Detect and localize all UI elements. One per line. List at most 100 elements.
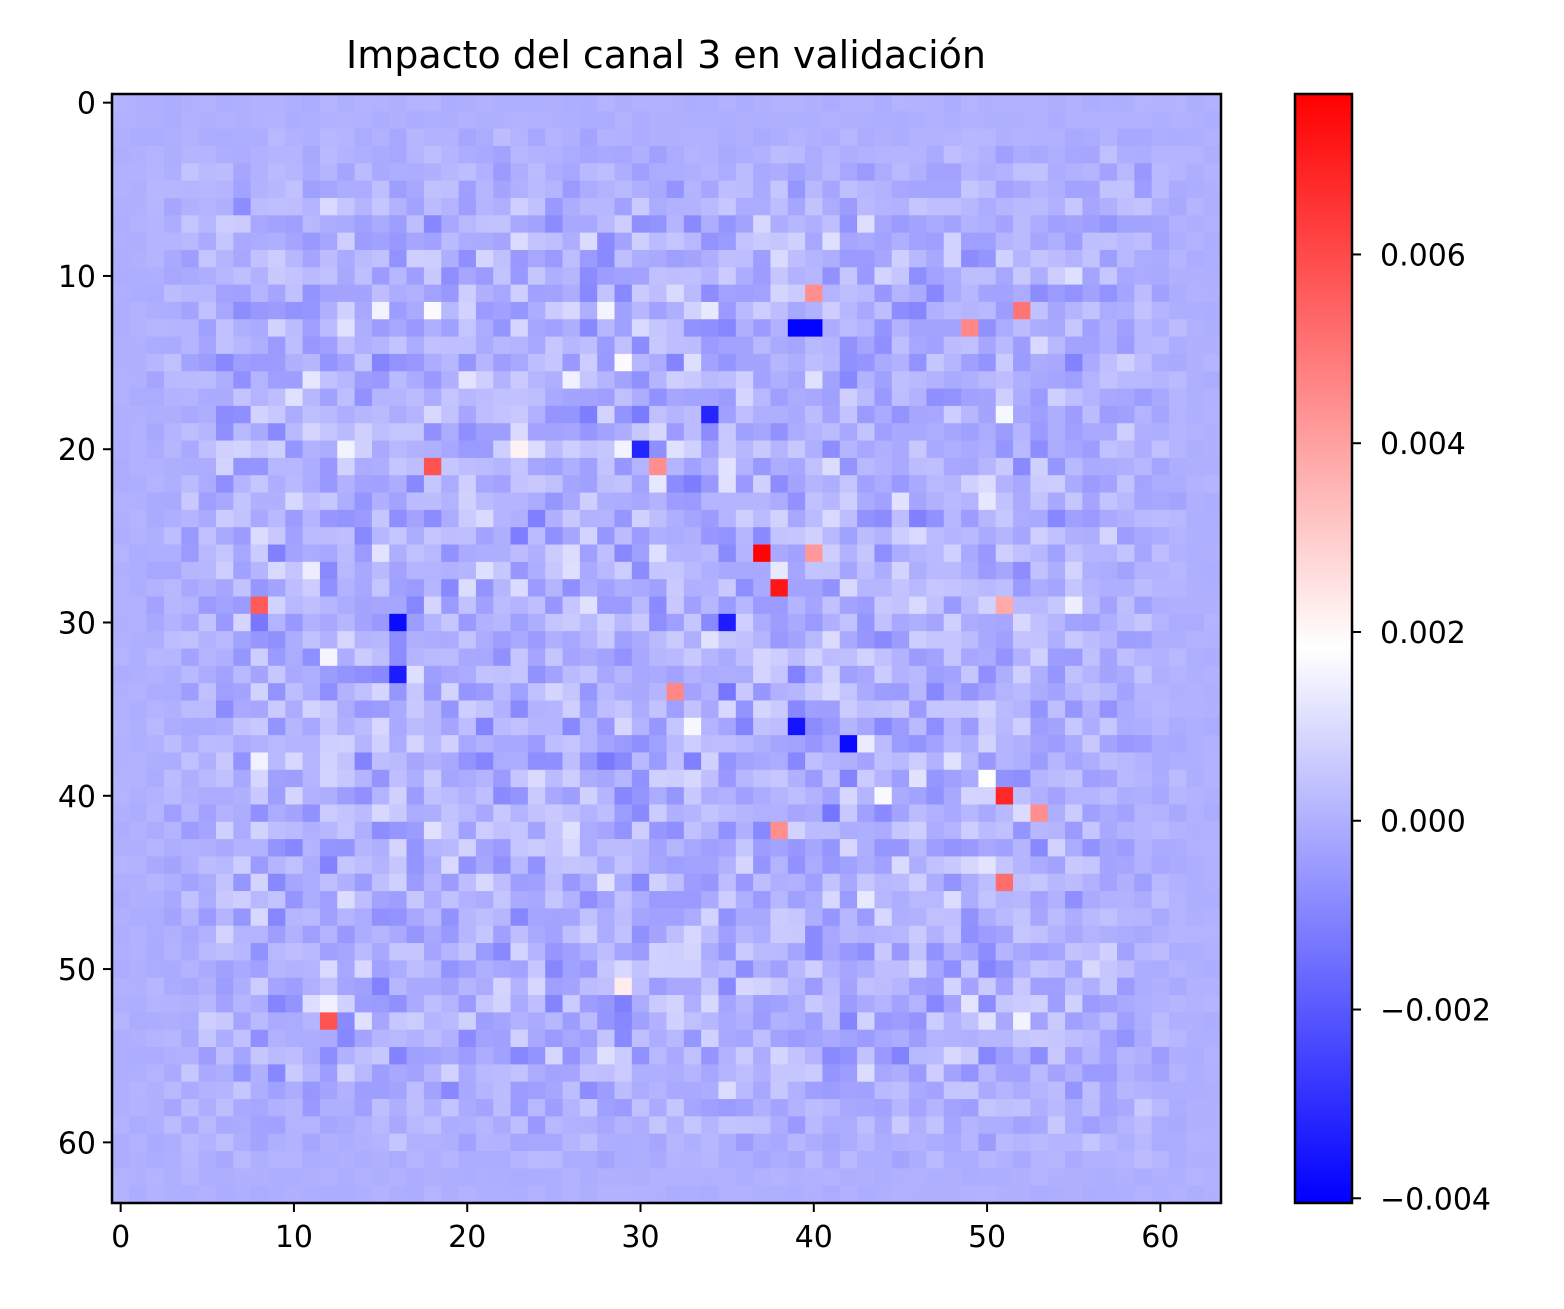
heatmap-cell xyxy=(822,163,841,182)
heatmap-cell xyxy=(198,1133,217,1152)
heatmap-cell xyxy=(527,648,546,667)
heatmap-cell xyxy=(527,197,546,216)
heatmap-cell xyxy=(926,405,945,424)
heatmap-cell xyxy=(319,215,338,234)
heatmap-cell xyxy=(597,405,616,424)
heatmap-cell xyxy=(753,1116,772,1135)
heatmap-cell xyxy=(978,1133,997,1152)
colorbar-tick-label: −0.002 xyxy=(1380,994,1491,1029)
heatmap-cell xyxy=(683,1047,702,1065)
heatmap-cell xyxy=(233,1081,252,1100)
heatmap-cell xyxy=(735,440,754,459)
heatmap-cell xyxy=(891,1185,910,1204)
heatmap-cell xyxy=(1065,509,1083,528)
heatmap-cell xyxy=(1013,717,1031,736)
heatmap-cell xyxy=(1047,579,1066,598)
heatmap-cell xyxy=(614,769,633,788)
heatmap-cell xyxy=(735,423,754,442)
heatmap-cell xyxy=(1151,388,1170,407)
heatmap-cell xyxy=(1151,249,1170,268)
heatmap-cell xyxy=(891,111,910,130)
heatmap-cell xyxy=(805,423,824,442)
heatmap-cell xyxy=(978,700,997,719)
heatmap-cell xyxy=(163,544,182,563)
heatmap-cell xyxy=(146,1081,165,1100)
heatmap-cell xyxy=(614,440,633,459)
heatmap-cell xyxy=(1065,544,1083,563)
heatmap-cell xyxy=(510,700,529,719)
heatmap-cell xyxy=(666,717,685,736)
heatmap-cell xyxy=(129,908,148,927)
heatmap-cell xyxy=(198,943,217,962)
heatmap-cell xyxy=(926,232,945,251)
heatmap-cell xyxy=(1030,145,1049,164)
heatmap-cell xyxy=(1082,579,1101,598)
heatmap-cell xyxy=(112,336,130,355)
heatmap-cell xyxy=(215,111,234,130)
heatmap-cell xyxy=(389,319,408,338)
heatmap-cell xyxy=(943,1047,962,1065)
heatmap-cell xyxy=(493,249,512,268)
heatmap-cell xyxy=(666,943,685,962)
heatmap-cell xyxy=(181,232,200,251)
heatmap-cell xyxy=(1030,163,1049,182)
heatmap-cell xyxy=(319,336,338,355)
heatmap-cell xyxy=(285,596,304,615)
heatmap-cell xyxy=(926,1185,945,1204)
heatmap-cell xyxy=(181,856,200,875)
heatmap-cell xyxy=(337,232,356,251)
heatmap-cell xyxy=(112,527,130,546)
heatmap-cell xyxy=(839,475,858,494)
heatmap-cell xyxy=(978,527,997,546)
heatmap-cell xyxy=(631,232,650,251)
heatmap-cell xyxy=(926,1168,945,1187)
heatmap-cell xyxy=(1151,613,1170,632)
heatmap-cell xyxy=(441,821,460,840)
heatmap-cell xyxy=(112,353,130,372)
heatmap-cell xyxy=(354,1047,373,1065)
heatmap-cell xyxy=(527,1151,546,1169)
heatmap-cell xyxy=(302,596,321,615)
heatmap-cell xyxy=(874,475,893,494)
heatmap-cell xyxy=(857,180,876,199)
heatmap-cell xyxy=(545,683,564,702)
heatmap-cell xyxy=(787,613,806,632)
heatmap-cell xyxy=(267,977,286,996)
heatmap-cell xyxy=(441,457,460,476)
heatmap-cell xyxy=(926,579,945,598)
heatmap-cell xyxy=(683,1012,702,1031)
heatmap-cell xyxy=(181,423,200,442)
heatmap-cell xyxy=(267,804,286,823)
heatmap-cell xyxy=(1169,1047,1187,1065)
heatmap-cell xyxy=(371,596,390,615)
heatmap-cell xyxy=(614,475,633,494)
heatmap-cell xyxy=(1082,1047,1101,1065)
heatmap-cell xyxy=(1099,1012,1118,1031)
heatmap-cell xyxy=(961,1012,980,1031)
heatmap-cell xyxy=(753,284,772,303)
heatmap-cell xyxy=(1047,1133,1066,1152)
heatmap-cell xyxy=(233,821,252,840)
heatmap-cell xyxy=(129,163,148,182)
heatmap-cell xyxy=(285,267,304,286)
heatmap-cell xyxy=(926,1029,945,1048)
heatmap-cell xyxy=(458,821,477,840)
heatmap-cell xyxy=(458,475,477,494)
heatmap-cell xyxy=(198,457,217,476)
heatmap-cell xyxy=(805,232,824,251)
heatmap-cell xyxy=(215,1064,234,1083)
heatmap-cell xyxy=(666,249,685,268)
heatmap-cell xyxy=(1065,180,1083,199)
heatmap-cell xyxy=(961,1099,980,1117)
heatmap-cell xyxy=(1047,960,1066,979)
heatmap-cell xyxy=(1203,891,1222,910)
heatmap-cell xyxy=(510,787,529,806)
heatmap-cell xyxy=(441,943,460,962)
heatmap-cell xyxy=(649,960,668,979)
heatmap-cell xyxy=(579,700,598,719)
heatmap-cell xyxy=(822,908,841,927)
heatmap-cell xyxy=(735,613,754,632)
heatmap-cell xyxy=(354,544,373,563)
heatmap-cell xyxy=(1030,821,1049,840)
heatmap-cell xyxy=(805,405,824,424)
